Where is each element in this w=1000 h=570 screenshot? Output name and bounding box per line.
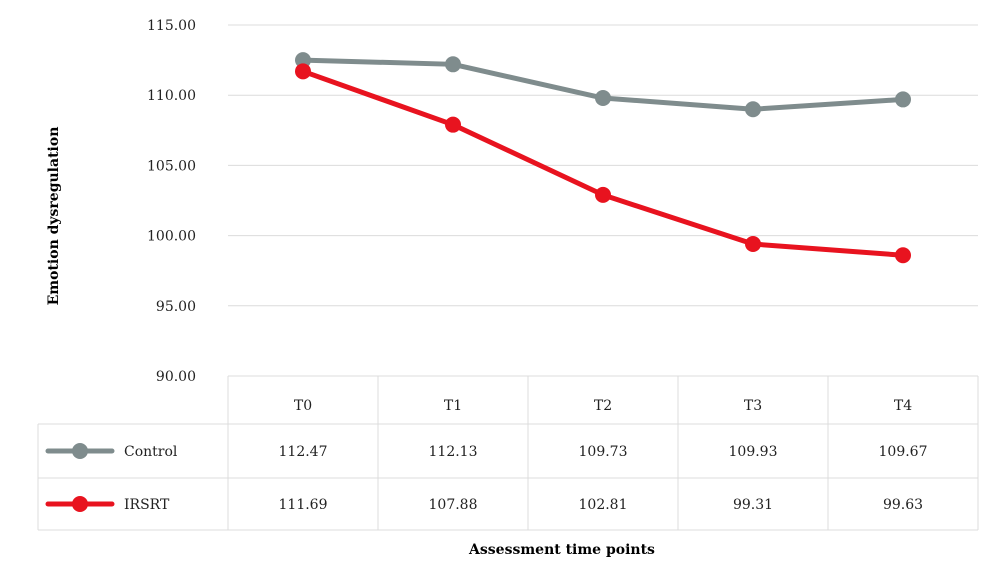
series-layer — [295, 52, 911, 264]
data-point-control — [745, 101, 761, 118]
category-label: T3 — [744, 398, 762, 414]
data-table: Control 112.47 112.13 109.73 109.93 109.67 IRS… — [45, 443, 928, 513]
category-labels: T0 T1 T2 T3 T4 — [294, 398, 912, 414]
data-point-control — [445, 56, 461, 73]
data-label-irsrt: 102.81 — [579, 497, 628, 513]
data-label-irsrt: 99.63 — [883, 497, 923, 513]
y-tick-label: 105.00 — [147, 158, 196, 174]
legend-swatch-marker-irsrt — [72, 496, 88, 512]
data-point-irsrt — [895, 247, 911, 264]
data-label-control: 109.67 — [879, 444, 928, 460]
data-label-irsrt: 99.31 — [733, 497, 773, 513]
data-label-control: 112.13 — [429, 444, 478, 460]
data-label-control: 112.47 — [279, 444, 328, 460]
y-tick-label: 90.00 — [156, 369, 196, 385]
data-point-irsrt — [745, 236, 761, 253]
y-tick-label: 100.00 — [147, 229, 196, 245]
legend-label-control: Control — [124, 444, 178, 460]
data-table-grid — [37, 376, 979, 531]
x-axis-label: Assessment time points — [468, 542, 655, 558]
y-axis-label: Emotion dysregulation — [46, 127, 62, 306]
category-label: T2 — [594, 398, 612, 414]
category-label: T1 — [444, 398, 462, 414]
y-tick-label: 110.00 — [147, 88, 196, 104]
y-tick-label: 95.00 — [156, 299, 196, 315]
data-label-irsrt: 111.69 — [279, 497, 328, 513]
y-tick-label: 115.00 — [147, 18, 196, 34]
data-point-control — [295, 52, 311, 69]
category-label: T0 — [294, 398, 312, 414]
data-label-control: 109.73 — [579, 444, 628, 460]
y-tick-labels: 90.00 95.00 100.00 105.00 110.00 115.00 — [147, 18, 196, 385]
legend-label-irsrt: IRSRT — [124, 497, 170, 513]
data-label-irsrt: 107.88 — [429, 497, 478, 513]
data-point-irsrt — [295, 63, 311, 80]
data-point-control — [595, 90, 611, 107]
data-point-irsrt — [595, 186, 611, 203]
data-point-irsrt — [445, 116, 461, 133]
data-point-control — [895, 91, 911, 108]
legend-swatch-marker-control — [72, 443, 88, 459]
category-label: T4 — [894, 398, 912, 414]
data-label-control: 109.93 — [729, 444, 778, 460]
